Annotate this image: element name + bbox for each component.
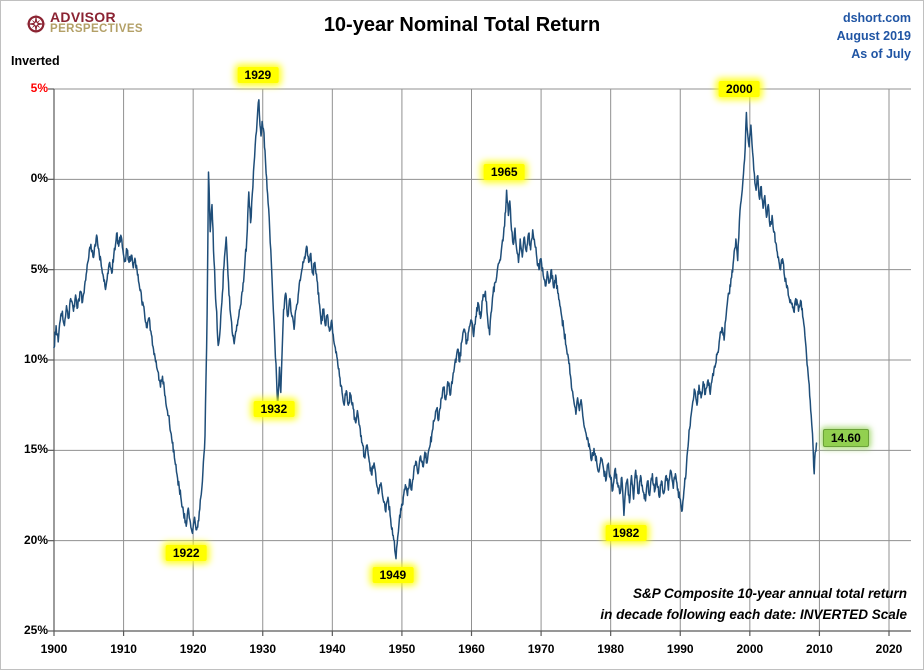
peak-year-label: 1932 <box>253 400 295 417</box>
source-date: August 2019 <box>836 29 911 43</box>
x-tick-label: 2020 <box>875 642 903 656</box>
y-tick-label: 5% <box>30 81 48 95</box>
logo-perspectives-text: PERSPECTIVES <box>50 23 143 35</box>
peak-year-label: 1949 <box>372 566 414 583</box>
chart-title: 10-year Nominal Total Return <box>323 14 601 36</box>
x-tick-label: 1990 <box>666 642 694 656</box>
source-block: dshort.com August 2019 As of July <box>837 9 911 63</box>
advisor-perspectives-logo: ADVISOR PERSPECTIVES <box>25 9 143 36</box>
x-tick-label: 1980 <box>597 642 624 656</box>
y-tick-label: 25% <box>23 623 48 637</box>
x-tick-label: 1940 <box>318 642 346 656</box>
y-tick-label: 0% <box>30 171 48 186</box>
peak-year-label: 2000 <box>719 81 760 97</box>
x-tick-label: 1950 <box>388 642 416 656</box>
compass-rose-icon <box>25 13 47 35</box>
footnote-line1: S&P Composite 10-year annual total retur… <box>632 586 907 601</box>
x-tick-label: 1970 <box>527 642 555 656</box>
x-tick-label: 2000 <box>736 642 764 656</box>
x-tick-label: 1960 <box>458 642 485 656</box>
x-tick-label: 1900 <box>40 642 68 656</box>
latest-value-label: 14.60 <box>822 428 869 447</box>
peak-year-label: 1982 <box>605 525 647 542</box>
source-site-link[interactable]: dshort.com <box>842 11 911 25</box>
x-tick-label: 2010 <box>806 642 833 656</box>
x-tick-label: 1910 <box>110 642 137 656</box>
peak-year-label: 1965 <box>483 164 525 181</box>
peak-year-label: 1929 <box>237 66 279 83</box>
y-axis-inverted-label: Inverted <box>11 54 60 68</box>
chart-footnote: S&P Composite 10-year annual total retur… <box>600 583 907 625</box>
return-line-series <box>53 99 818 560</box>
y-tick-label: 15% <box>23 442 48 457</box>
x-tick-label: 1930 <box>249 642 277 656</box>
x-tick-label: 1920 <box>179 642 207 656</box>
y-tick-label: 20% <box>23 532 48 547</box>
peak-year-label: 1922 <box>165 545 207 562</box>
y-tick-label: 5% <box>30 261 48 276</box>
footnote-line2: in decade following each date: INVERTED … <box>600 607 907 622</box>
y-tick-label: 10% <box>23 352 48 366</box>
logo-advisor-text: ADVISOR <box>50 9 116 25</box>
source-asof: As of July <box>851 47 911 61</box>
